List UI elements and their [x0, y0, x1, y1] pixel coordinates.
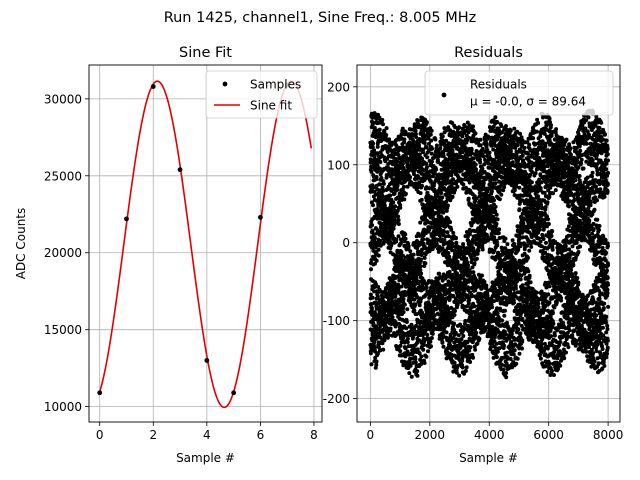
x-tick-label: 4000 [474, 428, 505, 442]
y-tick-label: 0 [342, 236, 350, 250]
legend-label-samples: Samples [250, 78, 301, 92]
axes-frame [356, 64, 621, 423]
sine-fit-line [98, 80, 313, 409]
axes-title: Sine Fit [179, 45, 232, 61]
legend-label-residuals: Residuals [470, 78, 527, 92]
y-tick-label: 200 [327, 80, 350, 94]
sample-point [258, 214, 263, 220]
x-tick-label: 0 [367, 428, 375, 442]
x-axis-label: Sample # [176, 451, 235, 465]
y-tick-label: -200 [323, 392, 350, 406]
legend-box [424, 70, 614, 116]
figure-suptitle: Run 1425, channel1, Sine Freq.: 8.005 MH… [164, 10, 477, 26]
sample-point [231, 390, 237, 396]
legend-box [205, 70, 318, 119]
legend-marker-residuals [441, 92, 447, 98]
x-tick-label: 6 [257, 428, 265, 442]
x-tick-label: 2 [149, 428, 157, 442]
y-tick-label: 25000 [44, 169, 82, 183]
sample-point [177, 167, 183, 173]
y-tick-label: 100 [327, 158, 350, 172]
plot-area [368, 108, 611, 380]
legend-label-fit: Sine fit [250, 99, 292, 113]
sine-fit-plot: 0 2 4 6 8 10000 15000 20000 25000 30000 Sine Fit Sa… [14, 45, 323, 465]
legend-marker-samples [222, 81, 228, 87]
sample-point [124, 216, 129, 222]
residuals-plot: 0 2000 4000 6000 8000 -200 -100 0 100 200 Residual… [323, 45, 624, 465]
residual-points [368, 108, 611, 380]
x-tick-label: 0 [96, 428, 104, 442]
sample-point [150, 84, 156, 89]
legend-label-stats: μ = -0.0, σ = 89.64 [470, 95, 586, 109]
y-axis-label: ADC Counts [14, 208, 28, 280]
x-tick-label: 2000 [415, 428, 446, 442]
x-tick-label: 8000 [593, 428, 624, 442]
sample-point [97, 390, 103, 396]
y-tick-label: -100 [323, 314, 350, 328]
plot-area [97, 80, 313, 409]
x-tick-label: 6000 [533, 428, 564, 442]
y-tick-label: 20000 [44, 246, 82, 260]
y-tick-label: 30000 [44, 92, 82, 106]
sample-point [204, 358, 210, 363]
x-tick-label: 4 [203, 428, 211, 442]
x-axis-label: Sample # [459, 451, 518, 465]
legend: Samples Sine fit [205, 70, 318, 119]
y-tick-label: 15000 [44, 323, 82, 337]
y-tick-label: 10000 [44, 400, 82, 414]
axes-frame [88, 64, 323, 423]
legend: Residuals μ = -0.0, σ = 89.64 [424, 70, 614, 116]
x-tick-label: 8 [310, 428, 318, 442]
axes-title: Residuals [454, 45, 523, 61]
